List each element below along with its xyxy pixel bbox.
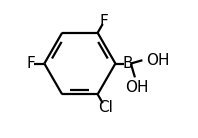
Text: Cl: Cl [98,100,113,115]
Text: B: B [122,56,133,71]
Text: OH: OH [146,53,170,68]
Text: F: F [27,56,35,71]
Text: F: F [100,14,109,29]
Text: OH: OH [125,80,149,95]
